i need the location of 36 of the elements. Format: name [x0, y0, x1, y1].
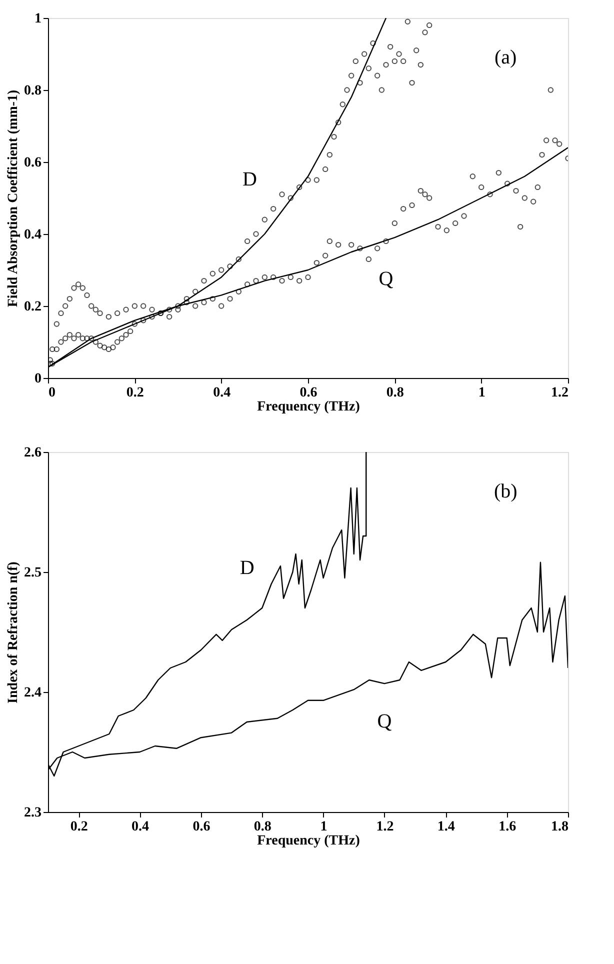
- y-tick-label: 0: [34, 372, 42, 386]
- series-label: D: [240, 557, 254, 579]
- x-tick-label: 0.4: [132, 820, 150, 834]
- y-tick-label: 0.8: [24, 84, 42, 98]
- annotation: (a): [494, 46, 517, 69]
- x-tick-label: 1: [320, 820, 328, 834]
- y-tick-label: 1: [34, 12, 42, 26]
- y-tick-label: 2.4: [24, 686, 42, 700]
- y-tick-label: 2.5: [24, 566, 42, 580]
- x-tick-label: 0.2: [70, 820, 88, 834]
- series-label: Q: [378, 268, 394, 290]
- x-tick-label: 0: [48, 386, 56, 400]
- x-tick-label: 1.2: [376, 820, 394, 834]
- x-tick-label: 0.8: [386, 386, 404, 400]
- x-tick-label: 1.2: [551, 386, 568, 400]
- y-tick-label: 2.3: [24, 806, 42, 820]
- series-label: Q: [377, 710, 392, 733]
- y-tick-label: 0.4: [24, 228, 42, 242]
- x-tick-label: 0.8: [254, 820, 272, 834]
- series-label: D: [242, 168, 257, 191]
- x-tick-label: 0.6: [300, 386, 318, 400]
- x-tick-label: 1.6: [498, 820, 516, 834]
- x-tick-label: 1.4: [437, 820, 455, 834]
- y-tick-label: 0.2: [24, 300, 42, 314]
- x-tick-label: 0.4: [213, 386, 231, 400]
- x-axis-title: Frequency (THz): [257, 400, 360, 414]
- x-tick-label: 0.6: [192, 820, 210, 834]
- x-tick-label: 1: [478, 386, 486, 400]
- annotation: (b): [494, 480, 518, 503]
- y-tick-label: 0.6: [24, 156, 42, 170]
- x-tick-label: 0.2: [126, 386, 144, 400]
- x-axis-title: Frequency (THz): [257, 834, 360, 848]
- y-axis-title: Index of Refraction n(f): [6, 561, 21, 704]
- x-tick-label: 1.8: [551, 820, 568, 834]
- y-tick-label: 2.6: [24, 446, 42, 460]
- y-axis-title: Field Absorption Coefficient (mm-1): [6, 89, 21, 308]
